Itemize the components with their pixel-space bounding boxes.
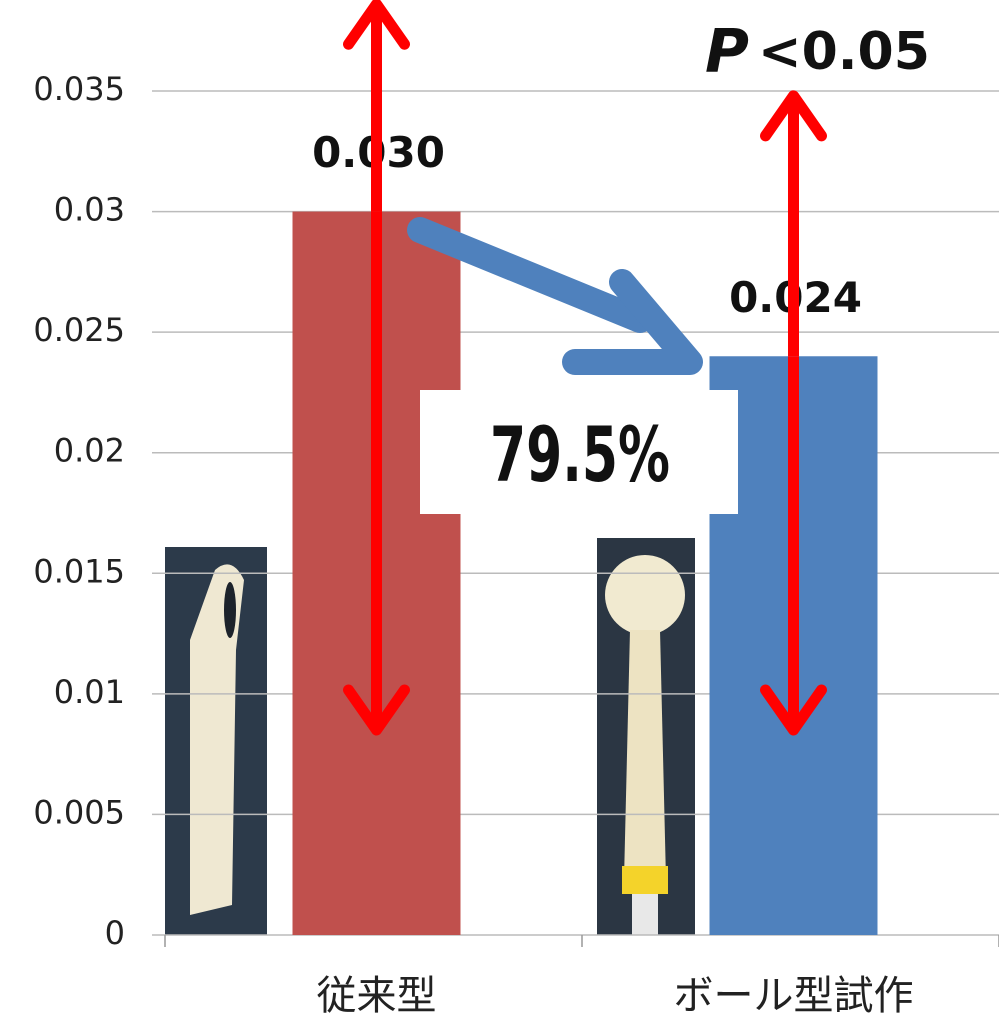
y-tick-label: 0.015 xyxy=(33,552,125,590)
ratio-label: 79.5% xyxy=(490,410,670,499)
probe-shaft xyxy=(624,630,666,880)
y-tick-label: 0.005 xyxy=(33,793,125,831)
probe-hole xyxy=(224,582,236,638)
x-tick-label: ボール型試作 xyxy=(674,973,914,1019)
y-tick-label: 0.03 xyxy=(54,191,125,229)
error-arrow-head xyxy=(760,684,827,736)
trend-arrow xyxy=(407,217,653,333)
p-symbol: P xyxy=(705,17,749,87)
photos xyxy=(165,538,695,935)
error-arrow-head xyxy=(343,0,410,50)
ratio-box xyxy=(420,390,738,514)
p-value: <0.05 xyxy=(758,22,930,82)
trend-arrow-head xyxy=(562,269,703,375)
y-tick-label: 0.01 xyxy=(54,673,125,711)
probe-tip xyxy=(632,894,658,935)
probe-band xyxy=(622,866,668,894)
error-arrow-head xyxy=(343,684,410,736)
error-arrow-head xyxy=(760,90,827,142)
y-tick-label: 0.035 xyxy=(33,70,125,108)
y-tick-label: 0.02 xyxy=(54,432,125,470)
probe-conventional xyxy=(190,564,244,915)
y-tick-label: 0 xyxy=(105,914,125,952)
y-tick-label: 0.025 xyxy=(33,311,125,349)
probe-ball xyxy=(605,555,685,635)
x-tick-label: 従来型 xyxy=(317,973,437,1019)
